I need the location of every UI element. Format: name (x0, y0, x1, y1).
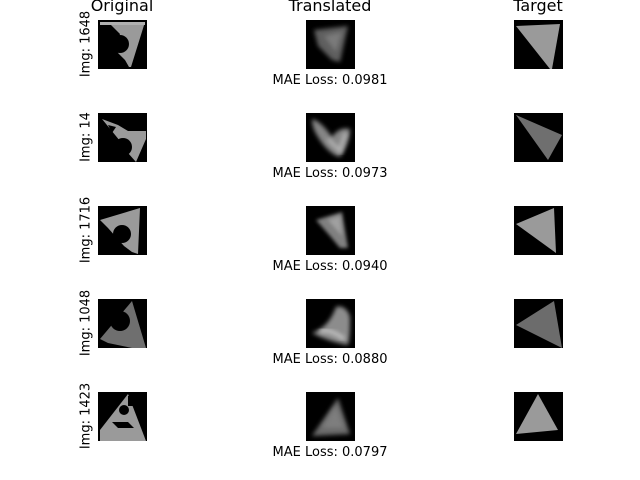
original-image-2 (98, 113, 147, 162)
row-label-1: Img: 1648 (79, 11, 94, 77)
target-image-4 (514, 299, 563, 348)
mae-loss-label-5: MAE Loss: 0.0797 (273, 445, 388, 460)
mae-loss-label-2: MAE Loss: 0.0973 (273, 166, 388, 181)
original-image-4 (98, 299, 147, 348)
row-label-4: Img: 1048 (79, 290, 94, 356)
original-image-5 (98, 392, 147, 441)
row-label-5: Img: 1423 (79, 383, 94, 449)
translated-image-5 (306, 392, 355, 441)
target-image-1 (514, 20, 563, 69)
original-image-1 (98, 20, 147, 69)
translated-image-3 (306, 206, 355, 255)
original-image-3 (98, 206, 147, 255)
target-image-5 (514, 392, 563, 441)
mae-loss-label-4: MAE Loss: 0.0880 (273, 352, 388, 367)
target-image-2 (514, 113, 563, 162)
translated-image-1 (306, 20, 355, 69)
target-image-3 (514, 206, 563, 255)
row-label-3: Img: 1716 (79, 197, 94, 263)
column-title-target: Target (513, 0, 563, 15)
mae-loss-label-3: MAE Loss: 0.0940 (273, 259, 388, 274)
translated-image-4 (306, 299, 355, 348)
translated-image-2 (306, 113, 355, 162)
column-title-translated: Translated (289, 0, 372, 15)
mae-loss-label-1: MAE Loss: 0.0981 (273, 73, 388, 88)
column-title-original: Original (91, 0, 154, 15)
row-label-2: Img: 14 (79, 112, 94, 162)
